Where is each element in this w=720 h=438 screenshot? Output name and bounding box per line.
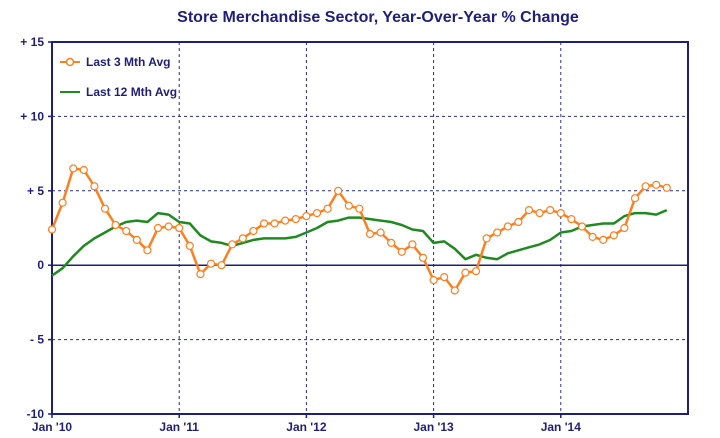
data-point-3mth	[620, 223, 629, 233]
legend-marker-3mth	[65, 57, 75, 67]
data-point-3mth	[355, 204, 364, 213]
y-tick-label: + 15	[20, 35, 44, 49]
data-point-3mth	[429, 276, 438, 285]
data-point-3mth	[365, 229, 375, 239]
data-point-3mth	[206, 259, 216, 268]
data-point-3mth	[630, 194, 640, 203]
data-point-3mth	[175, 223, 184, 233]
data-point-3mth	[132, 235, 141, 244]
data-point-3mth	[122, 226, 131, 236]
series-line-12mth	[51, 208, 668, 277]
data-point-3mth	[450, 286, 459, 295]
data-point-3mth	[100, 204, 110, 213]
data-point-3mth	[111, 220, 120, 230]
data-point-3mth	[58, 198, 67, 207]
data-point-3mth	[440, 273, 449, 282]
data-point-3mth	[259, 219, 269, 228]
data-point-3mth	[599, 235, 608, 244]
data-point-3mth	[90, 182, 99, 191]
y-tick-label: + 10	[20, 109, 44, 123]
data-point-3mth	[302, 212, 311, 221]
data-point-3mth	[588, 232, 597, 241]
y-tick-label: - 5	[30, 333, 44, 347]
data-point-3mth	[153, 223, 163, 233]
data-point-3mth	[514, 217, 523, 227]
data-point-3mth	[471, 267, 481, 276]
legend: Last 3 Mth Avg Last 12 Mth Avg	[60, 55, 177, 99]
data-point-3mth	[217, 261, 226, 270]
x-tick-label: Jan '14	[541, 420, 582, 434]
data-point-3mth	[387, 238, 396, 247]
x-tick-label: Jan '12	[286, 420, 327, 434]
data-point-3mth	[281, 216, 290, 225]
data-point-3mth	[228, 240, 237, 249]
data-point-3mth	[652, 180, 661, 189]
data-point-3mth	[334, 186, 343, 195]
data-point-3mth	[503, 222, 512, 231]
data-point-3mth	[291, 215, 300, 224]
y-tick-label: -10	[27, 407, 45, 421]
data-point-3mth	[397, 247, 406, 256]
data-point-3mth	[143, 246, 152, 255]
data-point-3mth	[546, 206, 555, 215]
data-point-3mth	[185, 241, 194, 250]
data-point-3mth	[461, 268, 470, 277]
data-point-3mth	[482, 234, 491, 243]
data-point-3mth	[641, 182, 650, 191]
data-point-3mth	[609, 231, 618, 240]
data-point-3mth	[556, 209, 565, 218]
data-point-3mth	[69, 164, 78, 173]
data-point-3mth	[270, 219, 279, 228]
x-axis: Jan '10 Jan '11 Jan '12 Jan '13 Jan '14	[32, 414, 581, 434]
data-point-3mth	[312, 209, 322, 218]
x-tick-label: Jan '13	[413, 420, 454, 434]
y-axis: + 15 + 10 + 5 0 - 5 -10	[20, 35, 52, 421]
data-point-3mth	[344, 201, 353, 210]
y-tick-label: 0	[37, 258, 44, 272]
data-point-3mth	[238, 234, 247, 243]
legend-label-3mth: Last 3 Mth Avg	[86, 55, 170, 69]
data-point-3mth	[567, 215, 576, 224]
series-layer	[47, 164, 671, 295]
data-point-3mth	[408, 240, 417, 249]
chart-title: Store Merchandise Sector, Year-Over-Year…	[177, 9, 579, 26]
data-point-3mth	[524, 206, 534, 215]
data-point-3mth	[376, 228, 385, 237]
data-point-3mth	[577, 222, 587, 231]
data-point-3mth	[79, 165, 88, 175]
data-point-3mth	[196, 270, 205, 279]
y-tick-label: + 5	[27, 184, 44, 198]
data-point-3mth	[323, 204, 332, 213]
x-tick-label: Jan '10	[32, 420, 73, 434]
x-tick-label: Jan '11	[159, 420, 199, 434]
data-point-3mth	[493, 228, 502, 237]
data-point-3mth	[249, 226, 258, 236]
data-point-3mth	[418, 253, 428, 262]
data-point-3mth	[535, 209, 544, 218]
data-point-3mth	[164, 222, 173, 231]
legend-label-12mth: Last 12 Mth Avg	[86, 85, 177, 99]
data-point-3mth	[47, 225, 57, 234]
data-point-3mth	[662, 183, 671, 192]
